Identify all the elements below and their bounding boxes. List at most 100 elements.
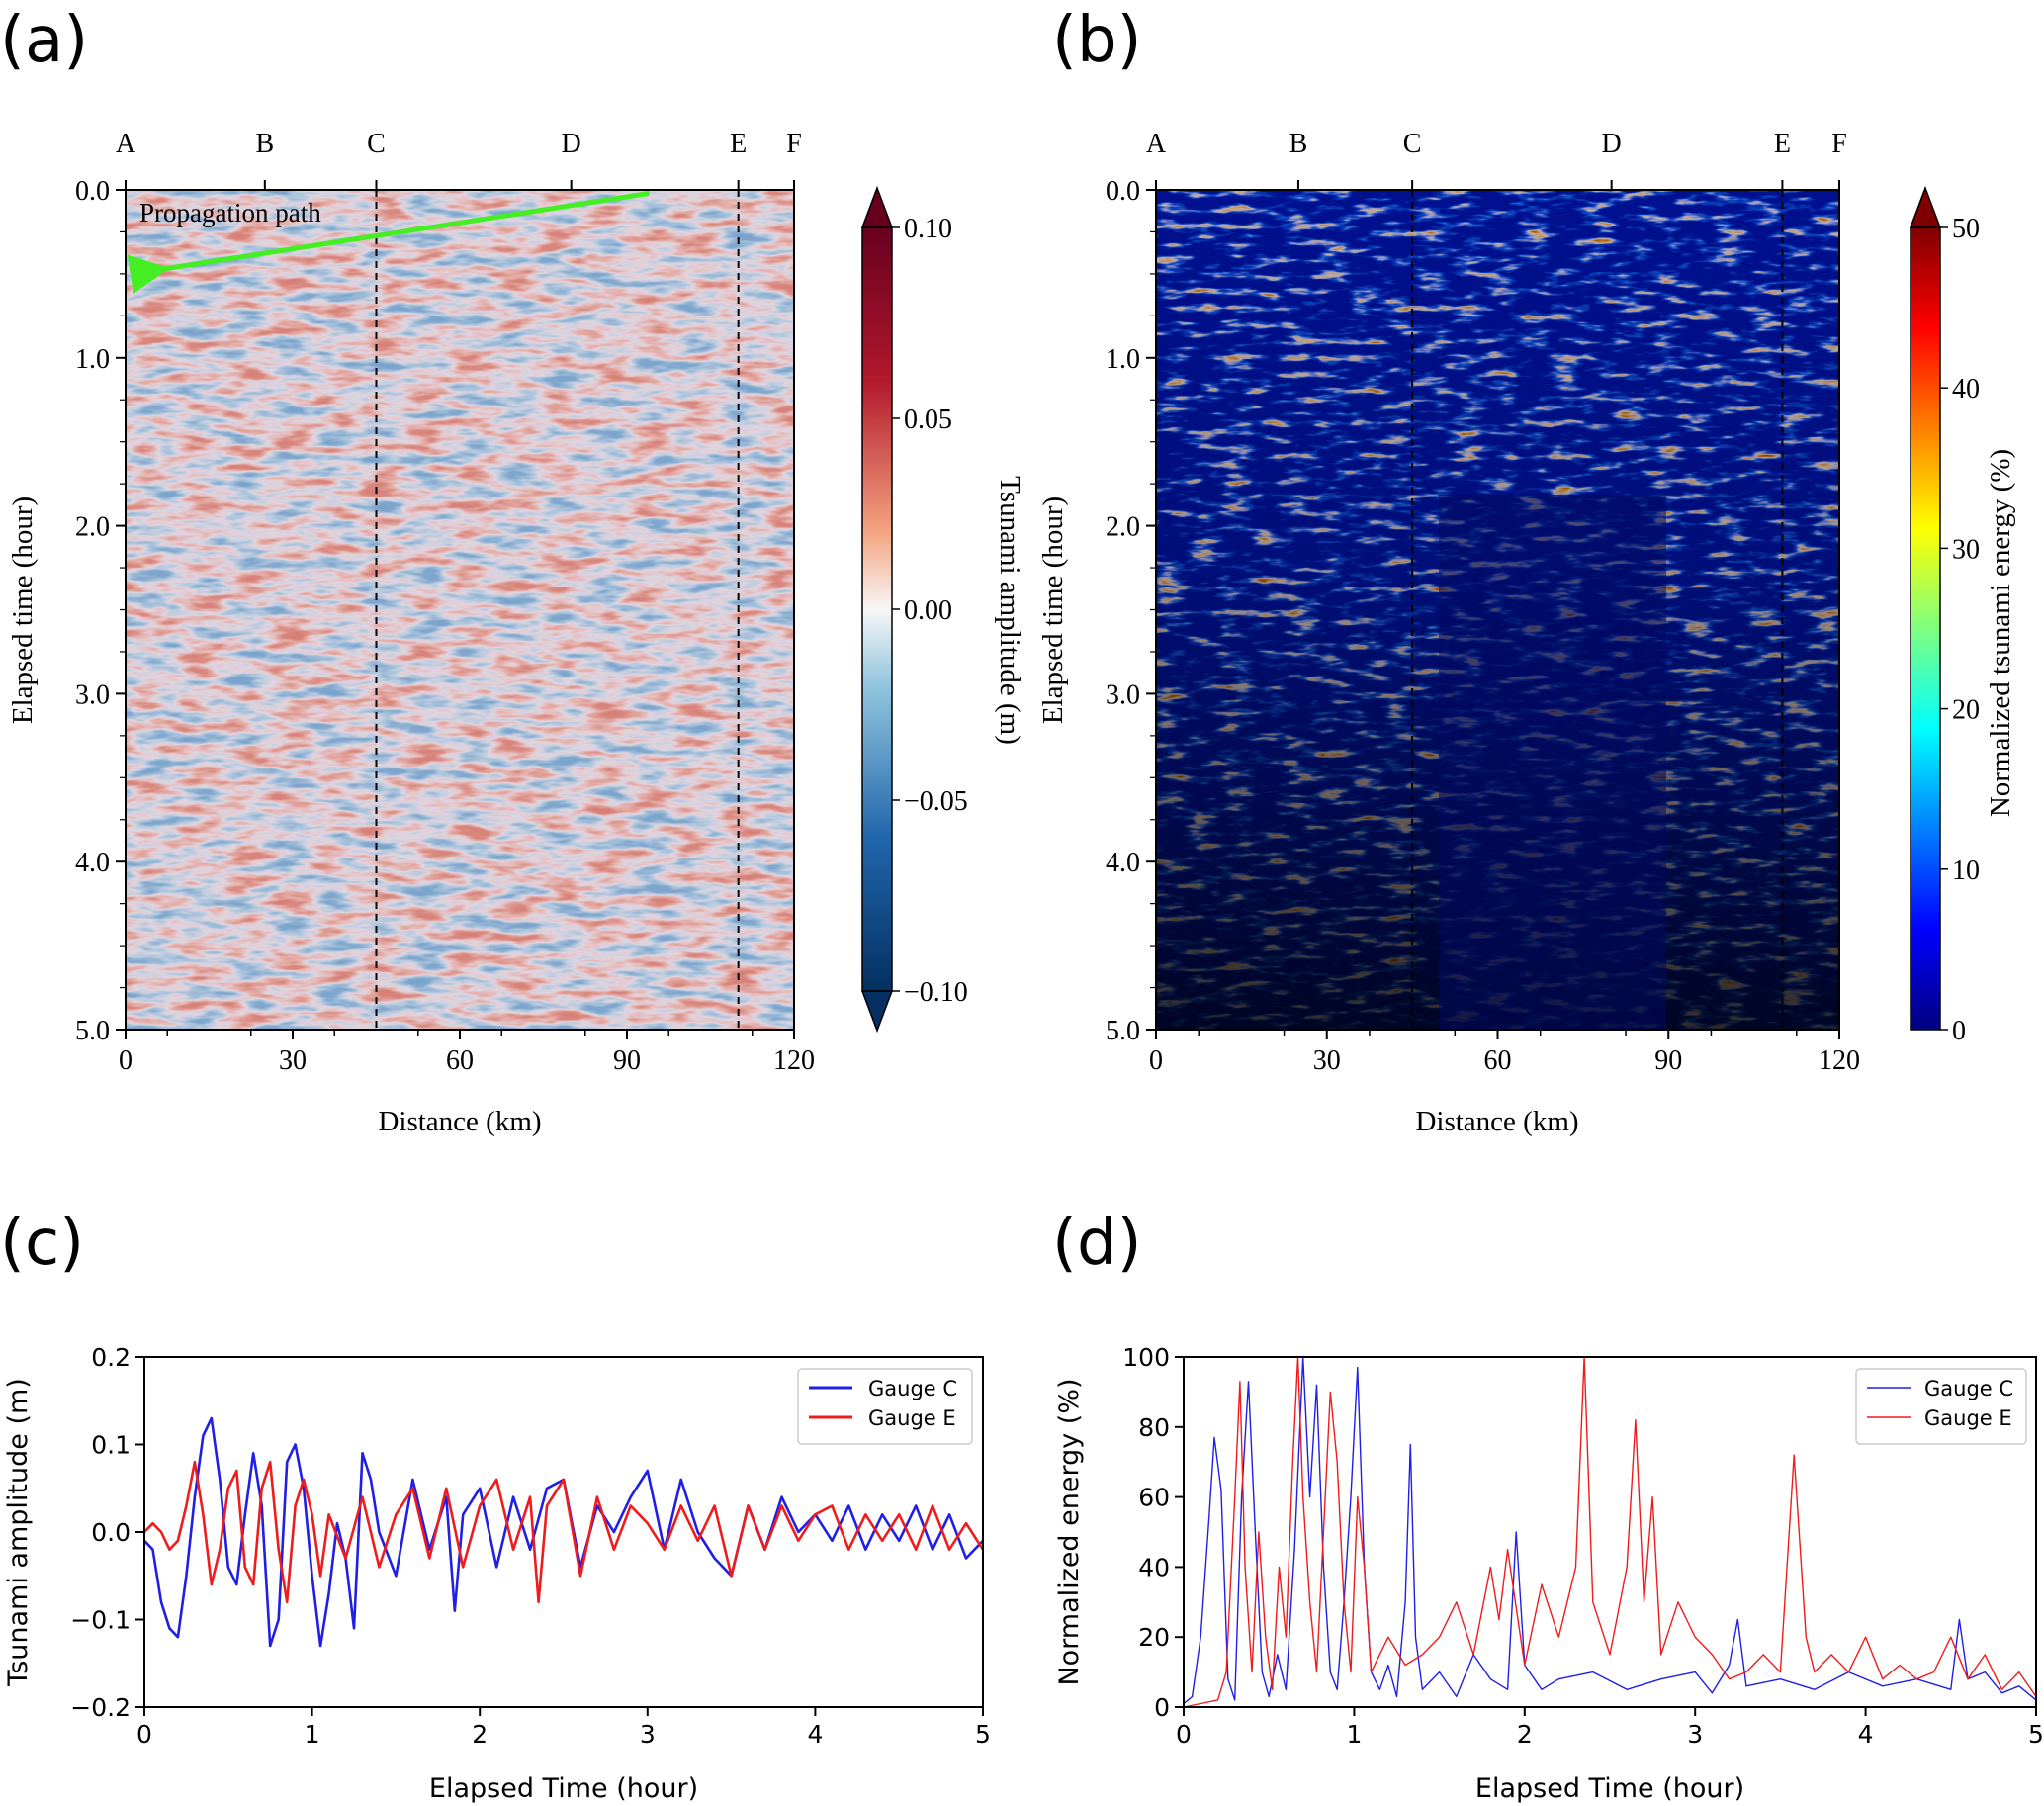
panel-d-plot [1183, 1356, 2037, 1708]
panel-d-yticks: 100 80 60 40 20 0 [1122, 1343, 1184, 1722]
panel-c-xticks: 0 1 2 3 4 5 [136, 1707, 991, 1749]
x-tick-label: 1 [1346, 1720, 1362, 1749]
panel-b-label: (b) [1052, 4, 1142, 77]
y-tick-label: 3.0 [75, 679, 110, 710]
panel-a-station-labels: A B C D E F [116, 129, 802, 190]
x-tick-label: 5 [975, 1720, 991, 1749]
y-tick-label: 1.0 [75, 344, 110, 375]
propagation-arrow [127, 190, 650, 294]
propagation-path-label: Propagation path [139, 198, 321, 227]
y-tick-label: 40 [1138, 1553, 1170, 1581]
station-label-e: E [730, 129, 747, 159]
panel-c-ylabel: Tsunami amplitude (m) [3, 1378, 34, 1687]
y-tick-label: 80 [1138, 1413, 1170, 1442]
panel-b-xlabel: Distance (km) [1415, 1106, 1578, 1137]
panel-d-label: (d) [1052, 1207, 1142, 1280]
panel-d: (d) 0 1 2 3 4 5 100 80 60 40 20 0 Elapsed Time (ho… [1052, 1207, 2044, 1804]
panel-b-dashed-lines [1411, 190, 1784, 1030]
panel-b-colorbar-label: Normalized tsunami energy (%) [1985, 449, 2016, 817]
colorbar-tick-label: 50 [1952, 214, 1980, 244]
panel-c-label: (c) [0, 1207, 84, 1280]
panel-b: (b) 0 30 60 90 120 0.0 1.0 2.0 3.0 4.0 5.0 A B C D E F… [1037, 4, 2016, 1137]
x-tick-label: 0 [1149, 1045, 1163, 1076]
series-line-gauge-e [1183, 1356, 2037, 1708]
station-label-d: D [562, 129, 581, 159]
colorbar-tick-label: −0.10 [904, 977, 968, 1008]
colorbar-tick-label: 10 [1952, 856, 1980, 886]
y-tick-label: 20 [1138, 1623, 1170, 1652]
x-tick-label: 30 [1313, 1045, 1341, 1076]
x-tick-label: 0 [136, 1720, 152, 1749]
station-label-c: C [367, 129, 386, 159]
y-tick-label: 1.0 [1106, 344, 1140, 375]
panel-a-ylabel: Elapsed time (hour) [7, 497, 39, 724]
y-tick-label: 100 [1122, 1343, 1170, 1372]
panel-b-yticks: 0.0 1.0 2.0 3.0 4.0 5.0 [1106, 176, 1156, 1046]
y-tick-label: 5.0 [1106, 1016, 1140, 1046]
y-tick-label: 5.0 [75, 1016, 110, 1046]
y-tick-label: 4.0 [1106, 848, 1140, 878]
x-tick-label: 3 [1687, 1720, 1703, 1749]
panel-a-colorbar-label: Tsunami amplitude (m) [994, 476, 1025, 745]
station-label-f: F [1831, 129, 1847, 159]
y-tick-label: 0.0 [1106, 176, 1140, 207]
series-line-gauge-c [1183, 1356, 2037, 1705]
panel-c-xlabel: Elapsed Time (hour) [429, 1773, 698, 1804]
panel-b-colorbar-ticks: 50 40 30 20 10 0 [1940, 214, 1980, 1046]
x-tick-label: 0 [119, 1045, 133, 1076]
panel-c-plot [143, 1416, 985, 1648]
y-tick-label: 60 [1138, 1484, 1170, 1512]
panel-c-legend: Gauge C Gauge E [797, 1368, 973, 1445]
panel-b-heatmap [1156, 190, 1839, 1030]
legend-c-gauge-e: Gauge E [868, 1406, 956, 1430]
station-label-d: D [1602, 129, 1622, 159]
panel-a: (a) 0 30 60 90 120 0.0 1.0 2.0 3.0 4.0 5.0 A B C D E F… [0, 4, 1025, 1137]
y-tick-label: −0.1 [70, 1606, 131, 1635]
series-line-gauge-e [143, 1460, 985, 1604]
y-tick-label: 2.0 [1106, 512, 1140, 543]
colorbar-tick-label: −0.05 [904, 786, 968, 817]
x-tick-label: 3 [640, 1720, 656, 1749]
colorbar-tick-label: 40 [1952, 374, 1980, 405]
x-tick-label: 2 [472, 1720, 488, 1749]
colorbar-tick-label: 30 [1952, 534, 1980, 565]
panel-b-station-labels: A B C D E F [1146, 129, 1847, 190]
x-tick-label: 120 [773, 1045, 815, 1076]
colorbar-tick-label: 0 [1952, 1016, 1966, 1046]
x-tick-label: 0 [1176, 1720, 1192, 1749]
station-label-c: C [1403, 129, 1422, 159]
x-tick-label: 4 [807, 1720, 823, 1749]
colorbar-tick-label: 0.00 [904, 595, 952, 626]
panel-c: (c) 0 1 2 3 4 5 0.2 0.1 0.0 −0.1 −0.2 Elapsed Tim… [0, 1207, 991, 1804]
y-tick-label: 0.1 [91, 1431, 131, 1460]
legend-d-gauge-c: Gauge C [1924, 1377, 2013, 1400]
colorbar-tick-label: 0.10 [904, 214, 952, 244]
y-tick-label: −0.2 [70, 1693, 131, 1722]
station-label-e: E [1774, 129, 1791, 159]
panel-a-yticks: 0.0 1.0 2.0 3.0 4.0 5.0 [75, 176, 126, 1046]
panel-a-heatmap [126, 190, 794, 1030]
panel-d-xlabel: Elapsed Time (hour) [1475, 1773, 1744, 1804]
x-tick-label: 60 [1484, 1045, 1512, 1076]
y-tick-label: 0.0 [91, 1518, 131, 1547]
series-line-gauge-c [143, 1416, 984, 1648]
y-tick-label: 0.2 [91, 1343, 131, 1372]
y-tick-label: 0.0 [75, 176, 110, 207]
station-label-b: B [1289, 129, 1308, 159]
panel-a-label: (a) [0, 4, 88, 77]
station-label-b: B [255, 129, 274, 159]
station-label-f: F [786, 129, 802, 159]
legend-d-gauge-e: Gauge E [1924, 1406, 2012, 1430]
x-tick-label: 5 [2028, 1720, 2044, 1749]
y-tick-label: 3.0 [1106, 679, 1140, 710]
x-tick-label: 4 [1858, 1720, 1874, 1749]
x-tick-label: 60 [446, 1045, 474, 1076]
x-tick-label: 2 [1517, 1720, 1533, 1749]
y-tick-label: 0 [1154, 1693, 1170, 1722]
y-tick-label: 4.0 [75, 848, 110, 878]
panel-d-frame [1183, 1356, 2037, 1708]
panel-b-colorbar: 50 40 30 20 10 0 Normalized tsunami energy (%… [1909, 185, 2016, 1046]
panel-a-dashed-lines [375, 190, 740, 1030]
panel-a-colorbar: 0.10 0.05 0.00 −0.05 −0.10 Tsunami amplitude… [860, 185, 1025, 1034]
